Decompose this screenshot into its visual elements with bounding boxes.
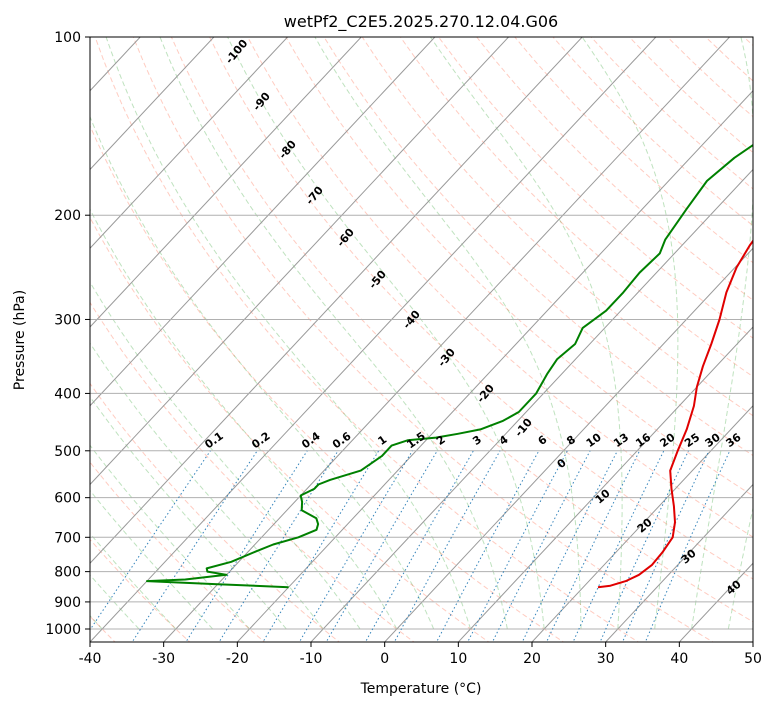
x-tick-label: 0 (380, 651, 389, 667)
isotherm (90, 37, 510, 486)
x-tick-label: 20 (523, 651, 541, 667)
profile-lines (146, 143, 753, 589)
moist-adiabat (727, 506, 753, 630)
y-tick-label: 300 (54, 312, 81, 328)
moist-adiabat (90, 281, 361, 630)
isotherm (90, 37, 583, 564)
moist-adiabat (90, 208, 398, 630)
isotherm (0, 24, 5, 644)
isotherm (531, 405, 753, 642)
isotherm (604, 483, 753, 642)
y-tick-label: 100 (54, 30, 81, 46)
dewpoint-profile (146, 143, 753, 589)
x-axis-ticks: -40 -30 -20 -10 0 10 20 30 40 50 (79, 642, 762, 667)
y-tick-label: 200 (54, 208, 81, 224)
x-tick-label: -20 (226, 651, 249, 667)
mixing-ratio-line (90, 450, 211, 631)
x-tick-label: -40 (79, 651, 102, 667)
x-tick-label: -30 (152, 651, 175, 667)
moist-adiabat (90, 532, 177, 630)
moist-adiabat (227, 37, 545, 630)
dry-adiabat (285, 37, 753, 497)
y-tick-label: 800 (54, 565, 81, 581)
isotherm (752, 641, 753, 642)
isotherm (90, 37, 289, 249)
moist-adiabat (159, 37, 508, 630)
background-lines (0, 24, 775, 644)
plot-background (90, 37, 753, 642)
x-tick-label: -10 (300, 651, 323, 667)
mixing-ratio-line (599, 450, 689, 642)
chart-title: wetPf2_C2E5.2025.270.12.04.G06 (284, 12, 558, 32)
moist-adiabat (90, 489, 214, 630)
isotherm (162, 37, 731, 642)
plot-frame (89, 36, 754, 643)
mixing-ratio-line (185, 450, 308, 642)
moist-adiabat (90, 444, 250, 630)
mixing-ratio-line (298, 450, 413, 642)
mixing-ratio-line (572, 450, 665, 642)
y-axis-ticks: 1000 900 800 700 600 500 400 300 200 100 (45, 30, 90, 638)
moist-adiabat (691, 37, 753, 630)
temperature-profile (597, 239, 753, 589)
moist-adiabat (90, 574, 140, 630)
y-tick-label: 1000 (45, 622, 81, 638)
isotherm (90, 37, 362, 328)
x-tick-label: 10 (449, 651, 467, 667)
x-tick-label: 40 (670, 651, 688, 667)
isotherm (236, 89, 753, 642)
dry-adiabat (90, 216, 490, 642)
moist-adiabat (765, 37, 775, 629)
dry-adiabat (247, 37, 753, 538)
isotherm (457, 326, 753, 642)
x-tick-label: 50 (744, 651, 762, 667)
isotherm (90, 37, 657, 642)
y-tick-label: 400 (54, 386, 81, 402)
moist-adiabat (105, 37, 471, 630)
mixing-ratio-line (325, 450, 438, 642)
x-axis-label: Temperature (°C) (360, 681, 482, 697)
isotherm (383, 247, 753, 642)
y-tick-label: 700 (54, 530, 81, 546)
isotherm (90, 37, 215, 171)
dry-adiabat (361, 37, 753, 417)
y-axis-label: Pressure (hPa) (12, 290, 28, 390)
dry-adiabat (399, 37, 753, 378)
x-tick-label: 30 (597, 651, 615, 667)
mixing-ratio-line (491, 450, 591, 642)
mixing-ratio-line (218, 450, 339, 642)
moist-adiabat (90, 115, 435, 630)
y-tick-label: 500 (54, 444, 81, 460)
y-tick-label: 600 (54, 491, 81, 507)
mixing-ratio-line (131, 450, 258, 642)
isotherm (90, 37, 436, 407)
mixing-ratio-line (436, 450, 540, 642)
mixing-ratio-line (467, 450, 568, 642)
y-tick-label: 900 (54, 595, 81, 611)
moist-adiabat (90, 342, 324, 630)
moist-adiabat (314, 37, 582, 629)
dry-adiabat (209, 37, 753, 580)
moist-adiabat (429, 37, 623, 630)
isotherm (310, 168, 753, 642)
dry-adiabat (90, 461, 266, 642)
